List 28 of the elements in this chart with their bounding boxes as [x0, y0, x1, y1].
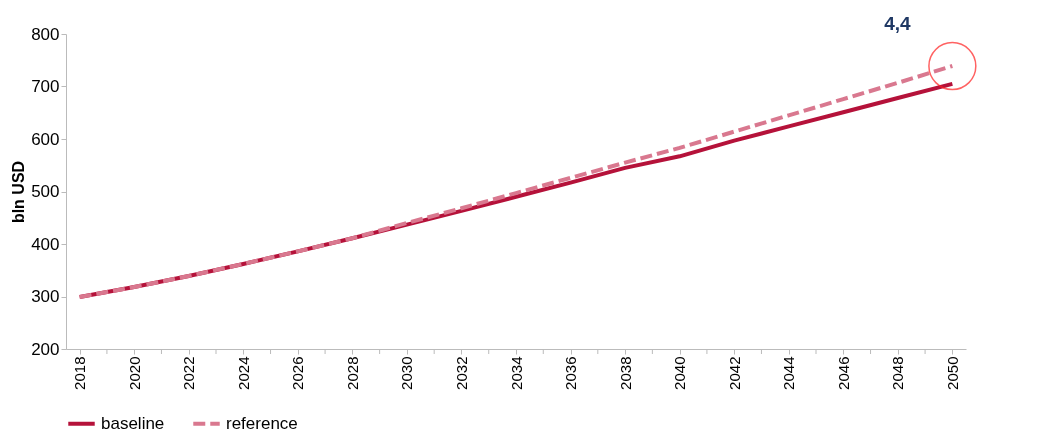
- x-tick-label: 2036: [562, 356, 580, 390]
- y-tick-label: 500: [31, 182, 60, 201]
- y-tick-label: 700: [31, 77, 60, 96]
- x-tick-label: 2044: [780, 356, 798, 390]
- y-tick-label: 300: [31, 287, 60, 306]
- x-tick-label: 2042: [725, 356, 743, 390]
- y-tick-label: 600: [31, 129, 60, 149]
- x-tick-label: 2032: [452, 356, 470, 390]
- y-tick-label: 800: [31, 24, 60, 44]
- x-tick-label: 2028: [343, 356, 361, 390]
- legend-label: reference: [226, 413, 298, 433]
- legend-label: baseline: [101, 413, 165, 433]
- x-tick-label: 2050: [943, 356, 961, 390]
- x-tick-label: 2040: [671, 356, 689, 390]
- x-tick-label: 2030: [398, 356, 416, 390]
- x-tick-label: 2024: [234, 356, 252, 390]
- x-tick-label: 2022: [180, 356, 198, 390]
- x-tick-label: 2046: [834, 356, 852, 390]
- x-tick-label: 2020: [125, 356, 143, 390]
- x-tick-label: 2018: [71, 356, 89, 390]
- x-tick-label: 2034: [507, 356, 525, 390]
- y-tick-label: 400: [31, 234, 60, 254]
- x-tick-label: 2048: [889, 356, 907, 390]
- x-tick-label: 2038: [616, 356, 634, 390]
- annotation: 4,4: [884, 13, 911, 35]
- y-axis-title: bln USD: [10, 160, 28, 224]
- x-tick-label: 2026: [289, 356, 307, 390]
- y-tick-label: 200: [31, 339, 60, 359]
